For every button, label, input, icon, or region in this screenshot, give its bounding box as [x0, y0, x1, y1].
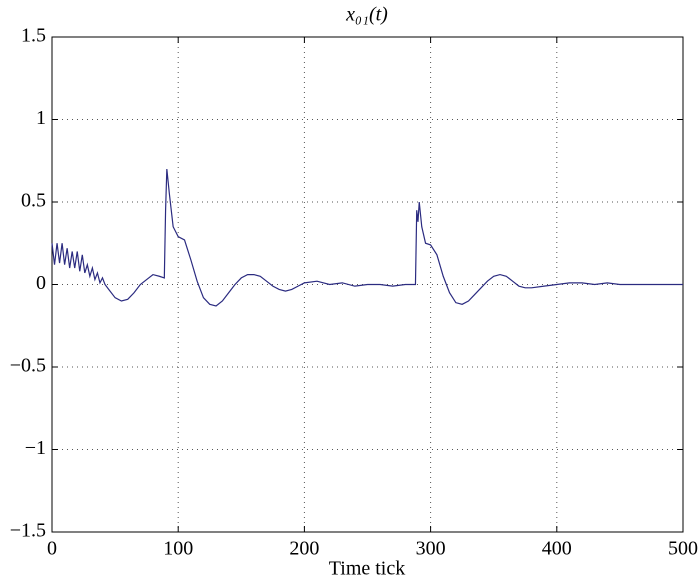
data-line — [51, 168, 683, 307]
y-tick-label: −1 — [25, 437, 46, 459]
y-tick-label: −1.5 — [10, 520, 46, 542]
x-tick-label: 300 — [416, 538, 446, 560]
chart-title: x₀₁(t) — [345, 4, 388, 26]
y-tick-label: 1.5 — [21, 25, 46, 47]
x-tick-label: 100 — [163, 538, 193, 560]
y-tick-label: −0.5 — [10, 355, 46, 377]
x-tick-label: 500 — [668, 538, 698, 560]
x-tick-label: 0 — [47, 538, 57, 560]
x-axis-label: Time tick — [329, 558, 406, 580]
x-tick-label: 200 — [289, 538, 319, 560]
y-tick-label: 1 — [36, 107, 46, 129]
y-tick-label: 0 — [36, 272, 46, 294]
y-tick-label: 0.5 — [21, 190, 46, 212]
x-tick-label: 400 — [542, 538, 572, 560]
